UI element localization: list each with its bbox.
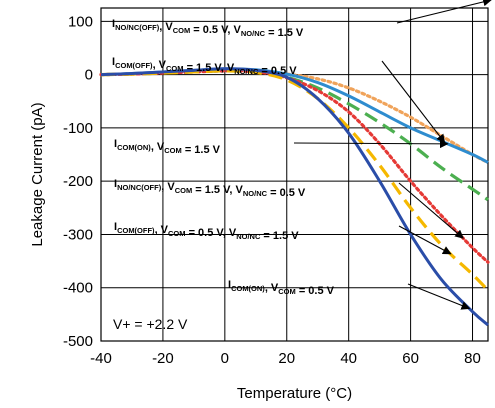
- annotation-text: , V: [153, 59, 167, 71]
- annotation-label: INO/NC(OFF), VCOM = 1.5 V, VNO/NC = 0.5 …: [114, 178, 306, 199]
- annotation-label: ICOM(OFF), VCOM = 1.5 V, VNO/NC = 0.5 V: [112, 56, 297, 77]
- annotation-arrow: [396, 0, 492, 24]
- annotation-text: = 0.5 V: [267, 187, 306, 199]
- x-tick-label: 40: [340, 350, 357, 367]
- y-tick-label: 0: [85, 67, 93, 84]
- annotation-subscript: COM(OFF): [117, 226, 155, 235]
- annotation-label: INO/NC(OFF), VCOM = 0.5 V, VNO/NC = 1.5 …: [112, 18, 304, 39]
- annotation-subscript: NO/NC: [236, 232, 261, 241]
- y-tick-label: -500: [63, 333, 93, 350]
- annotation-text: , V: [159, 21, 173, 33]
- annotation-subscript: NO/NC: [241, 29, 266, 38]
- annotation-subscript: COM(ON): [117, 143, 151, 152]
- annotations: INO/NC(OFF), VCOM = 0.5 V, VNO/NC = 1.5 …: [112, 0, 492, 310]
- annotation-text: = 0.5 V: [296, 285, 335, 297]
- y-tick-label: -400: [63, 280, 93, 297]
- annotation-text: = 1.5 V, V: [192, 184, 243, 196]
- annotation-text: I: [114, 178, 117, 190]
- annotation-text: , V: [151, 141, 165, 153]
- annotation-subscript: NO/NC(OFF): [115, 23, 160, 32]
- annotation-text: I: [114, 138, 117, 150]
- annotation-text: , V: [155, 224, 169, 236]
- annotation-arrow: [407, 283, 471, 310]
- annotation-arrow: [398, 182, 464, 239]
- annotation-text: = 0.5 V, V: [186, 227, 237, 239]
- y-tick-label: -300: [63, 226, 93, 243]
- annotation-text: = 1.5 V: [182, 144, 221, 156]
- annotation-text: I: [112, 56, 115, 68]
- annotation-subscript: COM: [278, 287, 296, 296]
- y-tick-label: -200: [63, 173, 93, 190]
- annotation-text: = 0.5 V, V: [190, 24, 241, 36]
- annotation-subscript: COM(ON): [231, 284, 265, 293]
- annotation-subscript: NO/NC(OFF): [117, 183, 162, 192]
- annotation-text: I: [114, 221, 117, 233]
- annotation-label: ICOM(ON), VCOM = 1.5 V: [114, 138, 221, 156]
- x-tick-label: 80: [464, 350, 481, 367]
- x-tick-label: -40: [90, 350, 112, 367]
- series-line-6: [100, 67, 489, 327]
- annotation-text: = 1.5 V: [265, 27, 304, 39]
- annotation-subscript: COM: [166, 64, 184, 73]
- annotation-subscript: COM: [173, 26, 191, 35]
- annotation-label: ICOM(OFF), VCOM = 0.5 V, VNO/NC = 1.5 V: [114, 221, 299, 242]
- plot-frame: [100, 7, 489, 342]
- annotation-label: ICOM(ON), VCOM = 0.5 V: [228, 279, 335, 297]
- annotation-subscript: COM(OFF): [115, 61, 153, 70]
- y-tick-label: -100: [63, 120, 93, 137]
- annotation-arrow: [398, 225, 452, 255]
- annotation-subscript: COM: [168, 229, 186, 238]
- annotation-subscript: NO/NC: [234, 67, 259, 76]
- annotation-text: = 1.5 V: [260, 230, 299, 242]
- annotation-text: I: [228, 279, 231, 291]
- series-line-5: [100, 69, 490, 292]
- x-tick-label: 60: [402, 350, 419, 367]
- x-tick-label: 20: [278, 350, 295, 367]
- annotation-arrow: [293, 139, 449, 149]
- y-axis-title: Leakage Current (pA): [29, 102, 46, 246]
- annotation-arrow: [381, 60, 446, 144]
- annotation-text: , V: [265, 282, 279, 294]
- annotation-subscript: COM: [175, 186, 193, 195]
- annotation-text: I: [112, 18, 115, 30]
- grid: [100, 7, 489, 342]
- x-tick-label: -20: [152, 350, 174, 367]
- annotation-text: = 0.5 V: [258, 65, 297, 77]
- annotation-text: = 1.5 V, V: [184, 62, 235, 74]
- annotation-subscript: COM: [164, 146, 182, 155]
- x-axis-title: Temperature (°C): [237, 385, 352, 402]
- annotation-subscript: NO/NC: [243, 189, 268, 198]
- y-tick-label: 100: [68, 13, 93, 30]
- condition-label: V+ = +2.2 V: [113, 316, 188, 332]
- x-tick-label: 0: [221, 350, 229, 367]
- annotation-text: , V: [161, 181, 175, 193]
